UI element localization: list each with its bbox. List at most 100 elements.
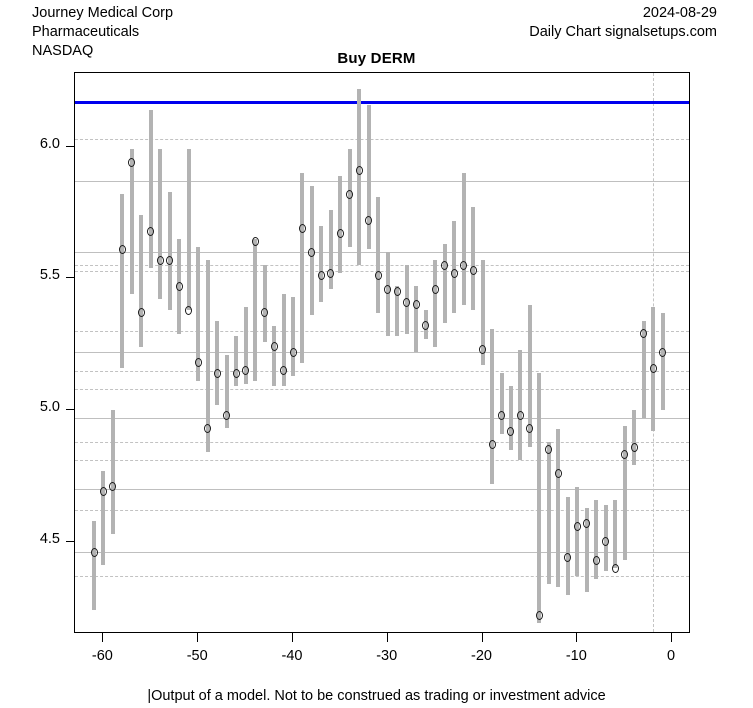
close-marker: [412, 300, 420, 310]
close-marker: [621, 450, 629, 460]
price-bar: [291, 296, 295, 376]
close-marker: [298, 223, 306, 233]
close-marker: [242, 366, 250, 376]
close-marker: [526, 424, 534, 434]
x-axis-label: -50: [186, 648, 208, 664]
x-axis-label: -60: [91, 648, 113, 664]
close-marker: [602, 537, 610, 547]
price-bar: [215, 320, 220, 405]
y-axis-label: 5.5: [39, 267, 60, 284]
gridline-dashed: [75, 265, 689, 267]
close-marker: [384, 284, 392, 294]
price-bar: [262, 265, 267, 342]
close-marker: [99, 487, 107, 497]
close-marker: [137, 308, 145, 318]
x-axis-tick: [197, 633, 199, 642]
close-marker: [659, 347, 667, 357]
disclaimer-caption: |Output of a model. Not to be construed …: [147, 688, 606, 704]
price-bar: [253, 238, 258, 382]
x-axis-label: 0: [666, 648, 676, 664]
close-marker: [289, 347, 297, 357]
price-bar: [508, 386, 513, 450]
close-marker: [251, 237, 259, 247]
price-bar: [471, 207, 475, 310]
close-marker: [422, 321, 430, 331]
gridline-dashed: [75, 138, 689, 140]
y-axis-label: 4.5: [39, 530, 60, 547]
x-axis-tick: [481, 633, 483, 642]
x-axis-label: -30: [376, 648, 398, 664]
price-bar: [243, 307, 248, 384]
price-bar: [442, 244, 447, 324]
gridline-solid: [75, 181, 689, 182]
gridline-solid: [75, 418, 689, 419]
gridline-solid: [75, 252, 689, 254]
close-marker: [460, 260, 468, 270]
y-axis-label: 6.0: [39, 135, 60, 152]
company-name: Journey Medical Corp: [32, 5, 174, 21]
close-marker: [564, 553, 572, 563]
price-bar: [101, 470, 106, 566]
exchange-name: NASDAQ: [32, 43, 94, 59]
gridline-dashed: [75, 270, 689, 272]
price-bar: [480, 260, 485, 366]
gridline-solid: [75, 489, 689, 491]
price-plot-area: [74, 72, 690, 633]
close-marker: [327, 268, 335, 278]
price-bar: [395, 286, 400, 337]
price-bar: [300, 173, 305, 363]
close-marker: [583, 518, 591, 528]
close-marker: [592, 555, 600, 565]
y-axis-tick: [66, 145, 74, 147]
price-bar: [158, 149, 163, 300]
close-marker: [535, 611, 543, 621]
close-marker: [545, 445, 553, 455]
price-bar: [281, 294, 286, 387]
x-axis-tick: [102, 633, 104, 642]
price-bar: [461, 173, 466, 305]
price-bar: [414, 286, 419, 353]
price-bar: [234, 336, 239, 387]
price-bar: [319, 225, 324, 303]
price-bar: [527, 304, 532, 447]
close-marker: [128, 158, 136, 167]
chart-date: 2024-08-29: [642, 5, 717, 21]
price-bar: [328, 210, 333, 289]
x-axis-tick: [386, 633, 388, 642]
price-bar: [376, 196, 381, 313]
price-bar: [338, 175, 343, 274]
price-bar: [433, 260, 438, 347]
price-bar: [196, 246, 201, 382]
x-axis-tick: [576, 633, 578, 642]
gridline-dashed: [75, 510, 689, 512]
price-bar: [92, 520, 96, 611]
price-bar: [632, 410, 637, 466]
price-bar: [186, 149, 191, 311]
y-axis-label: 5.0: [39, 399, 60, 416]
close-marker: [640, 329, 648, 339]
close-marker: [573, 521, 581, 531]
price-bar: [641, 320, 646, 419]
gridline-dashed: [75, 460, 689, 462]
price-bar: [518, 349, 523, 461]
close-marker: [336, 229, 344, 239]
close-marker: [365, 216, 373, 225]
price-bar: [499, 373, 504, 434]
close-marker: [204, 424, 212, 434]
price-bar: [546, 441, 551, 584]
price-bar: [272, 325, 276, 387]
close-marker: [175, 281, 183, 291]
price-bar: [613, 499, 618, 569]
price-bar: [366, 104, 371, 250]
close-marker: [232, 368, 240, 378]
price-bar: [622, 425, 627, 561]
gridline-dashed: [75, 331, 689, 333]
price-bar: [660, 312, 665, 411]
close-marker: [403, 297, 411, 307]
close-marker: [270, 342, 278, 352]
close-marker: [280, 366, 287, 376]
close-marker: [147, 226, 155, 236]
close-marker: [213, 368, 221, 378]
price-bar: [537, 373, 542, 624]
